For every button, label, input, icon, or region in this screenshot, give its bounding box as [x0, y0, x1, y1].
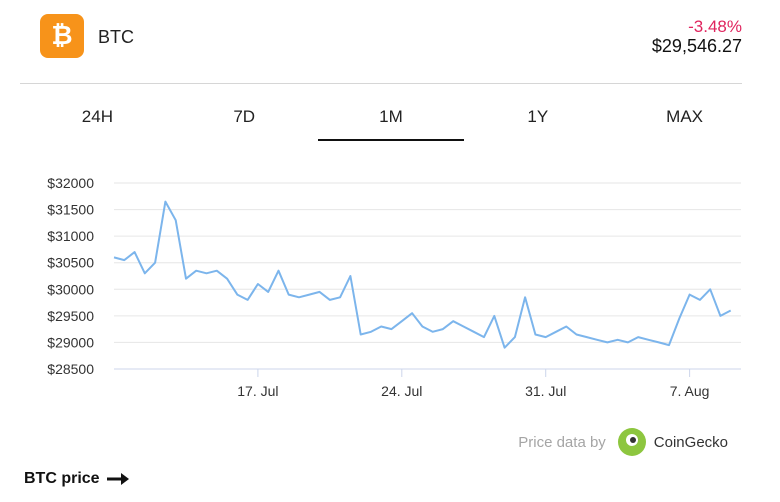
y-tick-label: $31500 — [47, 202, 94, 218]
btc-price-link-label: BTC price — [24, 470, 100, 487]
price-change: -3.48% — [688, 17, 742, 36]
y-tick-label: $29500 — [47, 308, 94, 324]
coingecko-name: CoinGecko — [653, 433, 728, 451]
coin-name: BTC — [98, 27, 134, 47]
y-tick-label: $29000 — [47, 334, 94, 350]
current-price: $29,546.27 — [651, 36, 742, 56]
data-attribution[interactable]: Price data by CoinGecko — [518, 427, 728, 457]
price-chart-svg: $32000 $31500 $31000 $30500 $30000 $29500 $290… — [47, 175, 741, 399]
coin-header: ₿ BTC -3.48% $29,546.27 — [0, 0, 780, 84]
y-tick-label: $30000 — [47, 281, 94, 297]
price-line — [113, 200, 732, 349]
price-chart[interactable]: $32000 $31500 $31000 $30500 $30000 $29500 $290… — [0, 160, 780, 410]
x-axis: 17. Jul 24. Jul 31. Jul 7. Aug — [237, 383, 709, 399]
x-tick-label: 31. Jul — [525, 383, 566, 399]
arrow-right-icon — [106, 473, 129, 485]
y-tick-label: $30500 — [47, 255, 94, 271]
x-tick-label: 7. Aug — [670, 383, 710, 399]
y-axis: $32000 $31500 $31000 $30500 $30000 $29500 $290… — [47, 175, 94, 377]
price-series — [113, 200, 732, 349]
coingecko-icon — [617, 428, 646, 456]
btc-price-link[interactable]: BTC price — [24, 470, 130, 488]
y-tick-label: $28500 — [47, 361, 94, 377]
bitcoin-icon: ₿ — [40, 14, 84, 58]
y-tick-label: $31000 — [47, 228, 94, 244]
x-tick-label: 17. Jul — [237, 383, 278, 399]
tab-24h[interactable]: 24H — [81, 107, 113, 126]
timeframe-tabs: 24H 7D 1M 1Y MAX — [24, 92, 758, 142]
tab-max[interactable]: MAX — [666, 107, 703, 126]
tab-7d[interactable]: 7D — [233, 107, 256, 126]
tab-1m[interactable]: 1M — [317, 92, 465, 142]
tab-1y[interactable]: 1Y — [527, 107, 549, 126]
chart-grid — [114, 182, 741, 377]
x-tick-label: 24. Jul — [381, 383, 422, 399]
header-divider — [20, 83, 742, 84]
y-tick-label: $32000 — [47, 175, 94, 191]
bitcoin-glyph: ₿ — [51, 21, 73, 51]
attribution-text: Price data by — [518, 433, 606, 451]
